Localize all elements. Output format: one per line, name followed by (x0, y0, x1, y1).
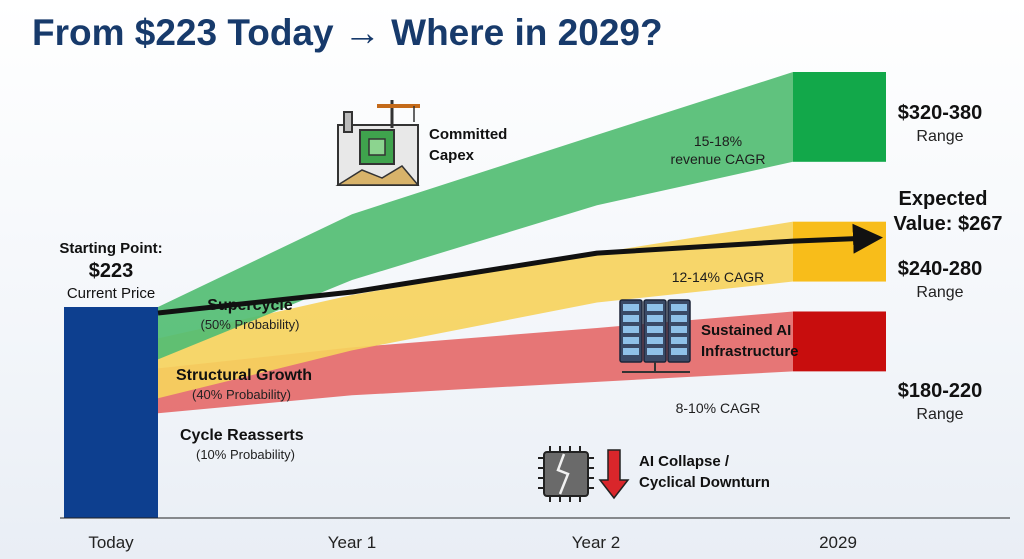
server-slot (647, 348, 663, 355)
server-slot (623, 315, 639, 322)
server-slot (671, 315, 687, 322)
end-block-structural-growth (793, 221, 886, 282)
range-sublabel: Range (916, 128, 963, 145)
x-tick-label: Today (88, 533, 134, 552)
end-block-cycle-reasserts (793, 311, 886, 372)
server-slot (671, 348, 687, 355)
cagr-label: 12-14% CAGR (672, 269, 765, 285)
range-value-label: $180-220 (898, 380, 983, 402)
annotation-text: Committed (429, 126, 507, 143)
scenario-probability: (10% Probability) (196, 447, 295, 462)
server-slot (647, 337, 663, 344)
page-title: From $223 Today → Where in 2029? (32, 12, 663, 53)
scenario-band-structural-growth (158, 221, 793, 399)
range-sublabel: Range (916, 406, 963, 423)
server-slot (623, 304, 639, 311)
cagr-label: 8-10% CAGR (676, 400, 761, 416)
factory-chimney (343, 111, 353, 133)
cagr-label: revenue CAGR (671, 151, 766, 167)
broken-chip-icon (538, 446, 630, 502)
x-tick-label: 2029 (819, 533, 857, 552)
server-rack-icon (619, 299, 691, 373)
server-slot (647, 304, 663, 311)
range-value-label: $240-280 (898, 258, 983, 280)
server-slot (647, 326, 663, 333)
start-sublabel: Current Price (67, 285, 155, 302)
start-value-label: $223 (89, 260, 134, 282)
server-slot (671, 304, 687, 311)
scenario-band-supercycle (158, 72, 793, 360)
scenario-probability: (50% Probability) (201, 317, 300, 332)
annotation-text: Cyclical Downturn (639, 474, 770, 491)
scenario-name: Structural Growth (176, 367, 312, 384)
factory-chip-icon (335, 100, 420, 186)
range-value-label: $320-380 (898, 102, 983, 124)
server-slot (647, 315, 663, 322)
expected-value-path (157, 223, 883, 316)
x-tick-label: Year 2 (572, 533, 621, 552)
annotation-text: Capex (429, 147, 475, 164)
server-slot (623, 348, 639, 355)
expected-value-label: Expected (899, 188, 988, 210)
annotation-text: Sustained AI (701, 322, 791, 339)
x-tick-label: Year 1 (328, 533, 377, 552)
range-sublabel: Range (916, 284, 963, 301)
scenario-name: Supercycle (207, 297, 292, 314)
chip-crack (556, 453, 570, 495)
factory-ground (335, 165, 420, 186)
down-arrow-icon (598, 449, 630, 500)
annotation-text: AI Collapse / (639, 453, 730, 470)
server-slot (671, 337, 687, 344)
expected-value-amount: Value: $267 (894, 213, 1003, 235)
chip-core (368, 138, 386, 156)
cagr-label: 15-18% (694, 133, 742, 149)
start-label: Starting Point: (59, 240, 162, 257)
server-slot (671, 326, 687, 333)
server-slot (623, 337, 639, 344)
scenario-probability: (40% Probability) (192, 387, 291, 402)
end-block-supercycle (793, 72, 886, 162)
starting-bar (64, 307, 158, 518)
server-slot (623, 326, 639, 333)
annotation-text: Infrastructure (701, 343, 799, 360)
scenario-name: Cycle Reasserts (180, 427, 304, 444)
